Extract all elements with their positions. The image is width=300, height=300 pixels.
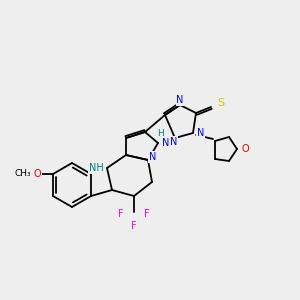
Text: H: H <box>158 128 164 137</box>
Text: S: S <box>217 98 224 108</box>
Text: N: N <box>162 138 169 148</box>
Text: N: N <box>197 128 204 138</box>
Text: N: N <box>170 137 178 147</box>
Text: NH: NH <box>89 163 104 173</box>
Text: O: O <box>33 169 41 179</box>
Text: F: F <box>144 209 150 219</box>
Text: O: O <box>242 144 250 154</box>
Text: F: F <box>131 221 137 231</box>
Text: CH₃: CH₃ <box>15 169 31 178</box>
Text: N: N <box>149 152 156 162</box>
Text: F: F <box>118 209 124 219</box>
Text: N: N <box>176 95 184 105</box>
